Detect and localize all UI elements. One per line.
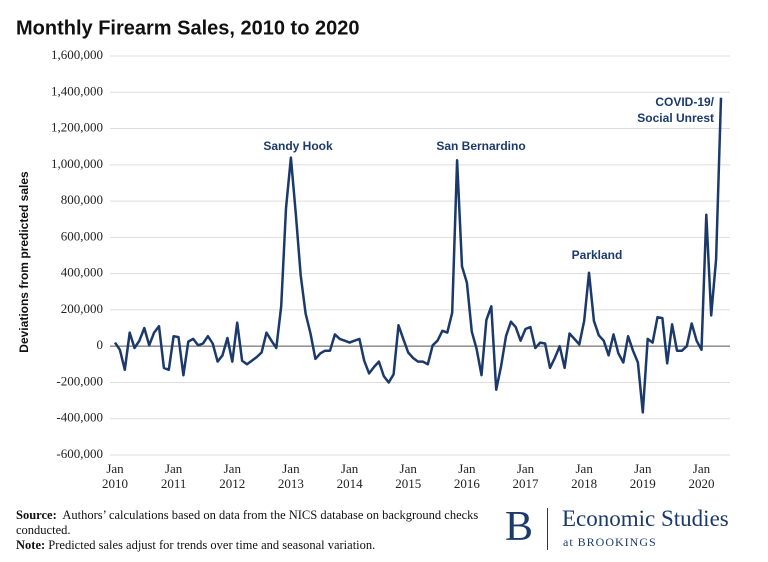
source: Source: Authors’ calculations based on d… (16, 508, 486, 538)
annotation: COVID-19/Social Unrest (637, 95, 714, 125)
annotation-line: COVID-19/ (655, 95, 714, 109)
x-tick-label: Jan 2013 (278, 461, 304, 491)
y-axis-label: Deviations from predicted sales (17, 171, 31, 353)
y-tick-label: 600,000 (61, 228, 103, 243)
y-tick-label: 200,000 (61, 301, 103, 316)
x-tick-part: Jan (693, 461, 711, 476)
series-line (113, 97, 723, 414)
y-tick-label: 1,000,000 (51, 156, 103, 171)
x-tick-label: Jan 2015 (395, 461, 421, 491)
y-tick-label: -400,000 (56, 410, 103, 425)
note-label: Note: (16, 538, 46, 552)
x-tick-label: Jan 2010 (102, 461, 128, 491)
logo-divider (547, 508, 548, 550)
logo-name: Economic Studies (562, 506, 729, 531)
x-tick-label: Jan 2019 (630, 461, 656, 491)
x-tick-part: 2016 (454, 476, 481, 491)
y-tick-label: 1,600,000 (51, 47, 103, 62)
x-tick-part: Jan (575, 461, 593, 476)
annotation: Sandy Hook (263, 139, 333, 153)
logo-sub: at BROOKINGS (563, 535, 657, 549)
x-tick-label: Jan 2018 (571, 461, 597, 491)
annotation: Parkland (572, 248, 623, 262)
x-tick-label: Jan 2020 (688, 461, 714, 491)
x-tick-part: 2010 (102, 476, 128, 491)
x-tick-part: Jan (341, 461, 359, 476)
x-tick-part: 2015 (395, 476, 421, 491)
x-tick-part: 2014 (337, 476, 364, 491)
chart-title: Monthly Firearm Sales, 2010 to 2020 (16, 17, 360, 39)
chart: Monthly Firearm Sales, 2010 to 2020 Devi… (16, 17, 730, 491)
x-tick-part: 2017 (513, 476, 540, 491)
source-label: Source: (16, 508, 57, 522)
x-tick-label: Jan 2014 (337, 461, 364, 491)
note-text: Predicted sales adjust for trends over t… (48, 538, 376, 552)
note: Note: Predicted sales adjust for trends … (16, 538, 375, 553)
x-tick-label: Jan 2016 (454, 461, 481, 491)
x-tick-part: Jan (400, 461, 418, 476)
source-text: Authors’ calculations based on data from… (16, 508, 479, 537)
x-tick-part: Jan (106, 461, 124, 476)
y-tick-label: 0 (97, 337, 104, 352)
x-tick-part: Jan (282, 461, 300, 476)
y-tick-label: -600,000 (56, 446, 103, 461)
x-tick-part: 2011 (161, 476, 187, 491)
x-tick-part: Jan (458, 461, 476, 476)
x-tick-part: Jan (165, 461, 183, 476)
x-tick-part: 2019 (630, 476, 656, 491)
annotation-line: Social Unrest (637, 111, 714, 125)
x-tick-part: 2018 (571, 476, 597, 491)
x-tick-label: Jan 2012 (219, 461, 245, 491)
x-tick-part: Jan (224, 461, 242, 476)
x-tick-part: Jan (517, 461, 535, 476)
y-tick-label: -200,000 (56, 373, 103, 388)
x-tick-part: 2012 (219, 476, 245, 491)
x-tick-part: Jan (634, 461, 652, 476)
annotation: San Bernardino (436, 139, 525, 153)
x-tick-label: Jan 2011 (161, 461, 187, 491)
x-tick-part: 2020 (688, 476, 714, 491)
x-tick-label: Jan 2017 (513, 461, 540, 491)
logo-letter: B (505, 504, 534, 550)
y-tick-label: 400,000 (61, 265, 103, 280)
y-tick-label: 800,000 (61, 192, 103, 207)
x-tick-part: 2013 (278, 476, 304, 491)
y-tick-label: 1,400,000 (51, 83, 103, 98)
y-tick-label: 1,200,000 (51, 120, 103, 135)
